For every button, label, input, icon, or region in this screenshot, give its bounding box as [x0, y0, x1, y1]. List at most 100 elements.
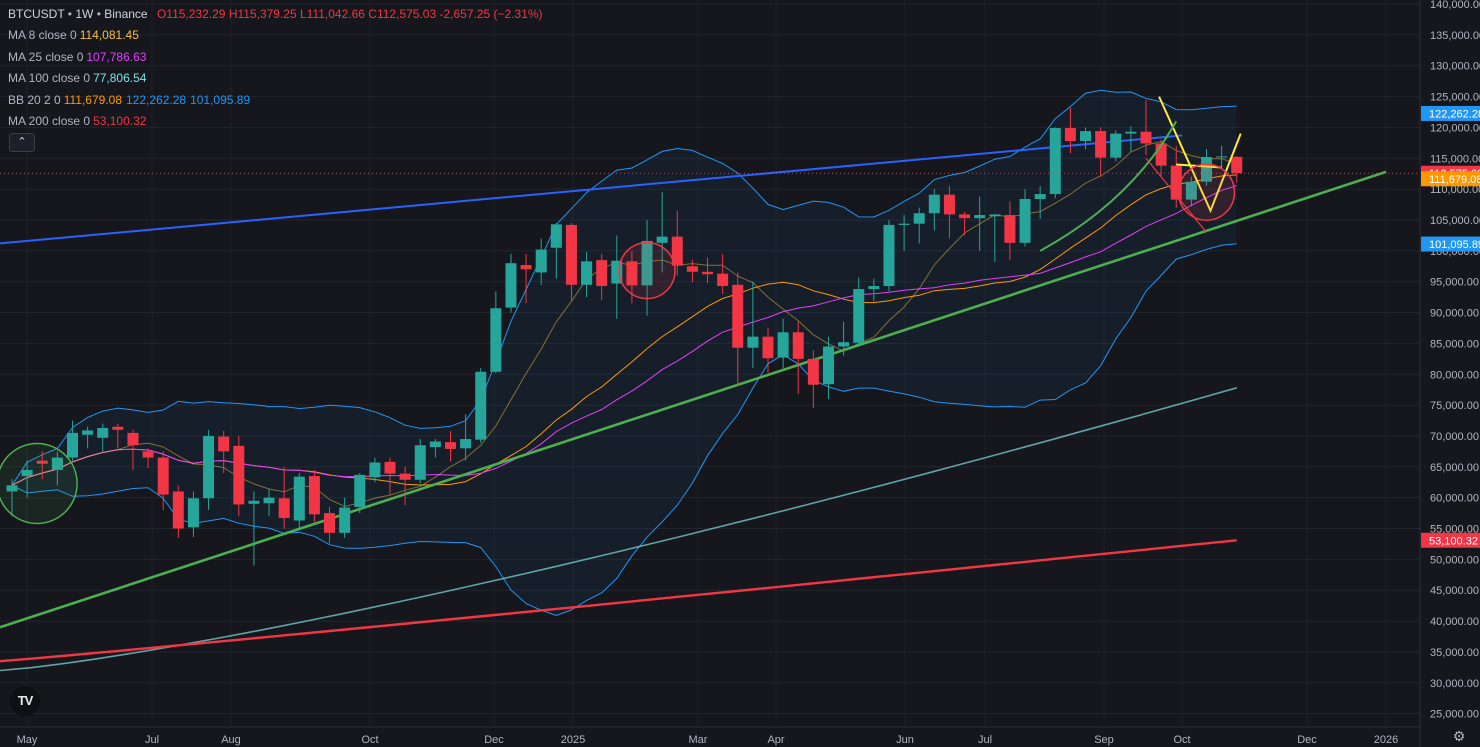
chevron-up-icon: ⌃	[17, 136, 27, 148]
price-tick-label: 130,000.00	[1430, 61, 1480, 73]
indicator-label: BB 20 2 0	[8, 92, 61, 107]
candle-body	[1170, 165, 1182, 200]
price-axis[interactable]: 140,000.00 135,000.00 130,000.00 125,000.00…	[1419, 0, 1480, 747]
trendline-drawings[interactable]	[0, 134, 1387, 629]
indicator-row[interactable]: MA 100 close 0 77,806.54	[8, 68, 543, 89]
candle-body	[1049, 128, 1061, 195]
time-tick-label: 2026	[1374, 734, 1398, 746]
indicator-value: 101,095.89	[190, 92, 251, 107]
candle-body	[278, 498, 290, 519]
tradingview-logo-icon[interactable]: TV	[10, 686, 40, 716]
collapse-legend-button[interactable]: ⌃	[9, 133, 35, 152]
candle-body	[21, 469, 33, 477]
gear-icon[interactable]: ⚙	[1452, 728, 1466, 744]
candle-body	[218, 436, 230, 452]
candle-body	[822, 346, 834, 385]
indicator-row[interactable]: MA 25 close 0 107,786.63	[8, 47, 543, 68]
indicator-rows: MA 8 close 0 114,081.45 MA 25 close 0 107,7…	[8, 25, 543, 132]
candle-body	[838, 342, 850, 347]
time-axis[interactable]: May Jul Aug Oct Dec 2025 Mar Apr Jun Jul Sep Oct Dec…	[0, 726, 1420, 746]
yellow-v-pattern	[1158, 96, 1242, 214]
indicator-row[interactable]: MA 200 close 0 53,100.32	[8, 111, 543, 132]
price-axis-bg	[1420, 0, 1480, 747]
candle-body	[1155, 143, 1167, 166]
price-tick-label: 95,000.00	[1430, 277, 1479, 289]
candle-body	[142, 451, 154, 458]
ohlc-close: C112,575.03	[368, 7, 437, 21]
time-tick-label: Oct	[1173, 734, 1190, 746]
price-tick-label: 30,000.00	[1430, 678, 1479, 690]
candle-body	[157, 457, 169, 495]
candle-body	[1185, 181, 1197, 200]
candle-body	[1004, 215, 1016, 243]
candle-body	[641, 240, 653, 286]
indicator-row[interactable]: BB 20 2 0 111,679.08 122,262.28 101,095.89	[8, 90, 543, 111]
exchange: Binance	[104, 7, 148, 21]
time-tick-label: Mar	[689, 734, 708, 746]
candle-body	[203, 435, 215, 499]
price-tag: 101,095.89	[1421, 236, 1480, 252]
price-tick-label: 100,000.00	[1430, 246, 1480, 258]
indicator-label: MA 200 close 0	[8, 114, 91, 129]
ohlc-high: H115,379.25	[228, 7, 297, 21]
candle-body	[324, 513, 336, 533]
price-tag-bg	[1421, 236, 1480, 252]
ma200-line	[0, 539, 1237, 663]
candle-body	[308, 476, 320, 515]
candle-body	[883, 224, 895, 287]
price-tag: 53,100.32	[1421, 532, 1480, 548]
red-drop-line	[1145, 157, 1207, 233]
ma100-line	[0, 387, 1237, 672]
ohlc-change: -2,657.25 (−2.31%)	[439, 7, 543, 21]
time-tick-label: Oct	[361, 734, 378, 746]
candle-body	[656, 236, 668, 243]
indicator-row[interactable]: MA 8 close 0 114,081.45	[8, 25, 543, 46]
candle-body	[928, 194, 940, 214]
candle-body	[97, 427, 109, 438]
time-tick-label: Jun	[896, 734, 914, 746]
highlight-circle-green	[0, 442, 78, 525]
candle-body	[550, 224, 562, 248]
symbol-name[interactable]: BTCUSDT	[8, 7, 65, 21]
candle-body	[1034, 194, 1046, 200]
price-tick-label: 80,000.00	[1430, 369, 1479, 381]
indicator-value: 111,679.08	[63, 92, 122, 107]
candle-body	[671, 236, 683, 266]
price-tick-label: 40,000.00	[1430, 616, 1479, 628]
candle-body	[475, 371, 487, 440]
candle-body	[807, 358, 819, 385]
candle-body	[747, 336, 759, 348]
candle-body	[1019, 199, 1031, 243]
highlight-circle-red	[618, 241, 676, 300]
bollinger-upper-line	[11, 89, 1237, 486]
pattern-drawings[interactable]	[0, 96, 1242, 525]
logo-text: TV	[17, 693, 34, 708]
candle-body	[777, 332, 789, 358]
candle-body	[1231, 156, 1243, 174]
price-tick-label: 125,000.00	[1430, 92, 1480, 104]
ohlc-low: L111,042.66	[300, 7, 365, 21]
ma8-line	[11, 140, 1237, 508]
candle-body	[505, 263, 517, 308]
time-tick-label: May	[17, 734, 38, 746]
candle-body	[898, 223, 910, 225]
candle-body	[127, 432, 139, 446]
interval[interactable]: 1W	[75, 7, 94, 21]
blue-resistance-trendline	[0, 134, 1183, 245]
candle-body	[868, 286, 880, 290]
time-tick-label: Sep	[1094, 734, 1114, 746]
highlight-circle-red	[1177, 163, 1236, 221]
price-tick-label: 25,000.00	[1430, 709, 1479, 721]
time-tick-label: Dec	[1297, 734, 1317, 746]
candle-body	[460, 439, 472, 449]
price-tick-label: 70,000.00	[1430, 431, 1479, 443]
indicator-value: 122,262.28	[126, 92, 187, 107]
indicator-value: 77,806.54	[93, 71, 147, 86]
candlestick-series	[6, 100, 1243, 566]
ohlc-open: O115,232.29	[156, 7, 226, 21]
price-tags: 122,262.28112,575.03111,679.08101,095.89…	[1421, 105, 1480, 548]
green-support-trendline	[0, 170, 1387, 629]
price-tag: 111,679.08	[1421, 171, 1480, 187]
indicator-label: MA 25 close 0	[8, 49, 84, 64]
